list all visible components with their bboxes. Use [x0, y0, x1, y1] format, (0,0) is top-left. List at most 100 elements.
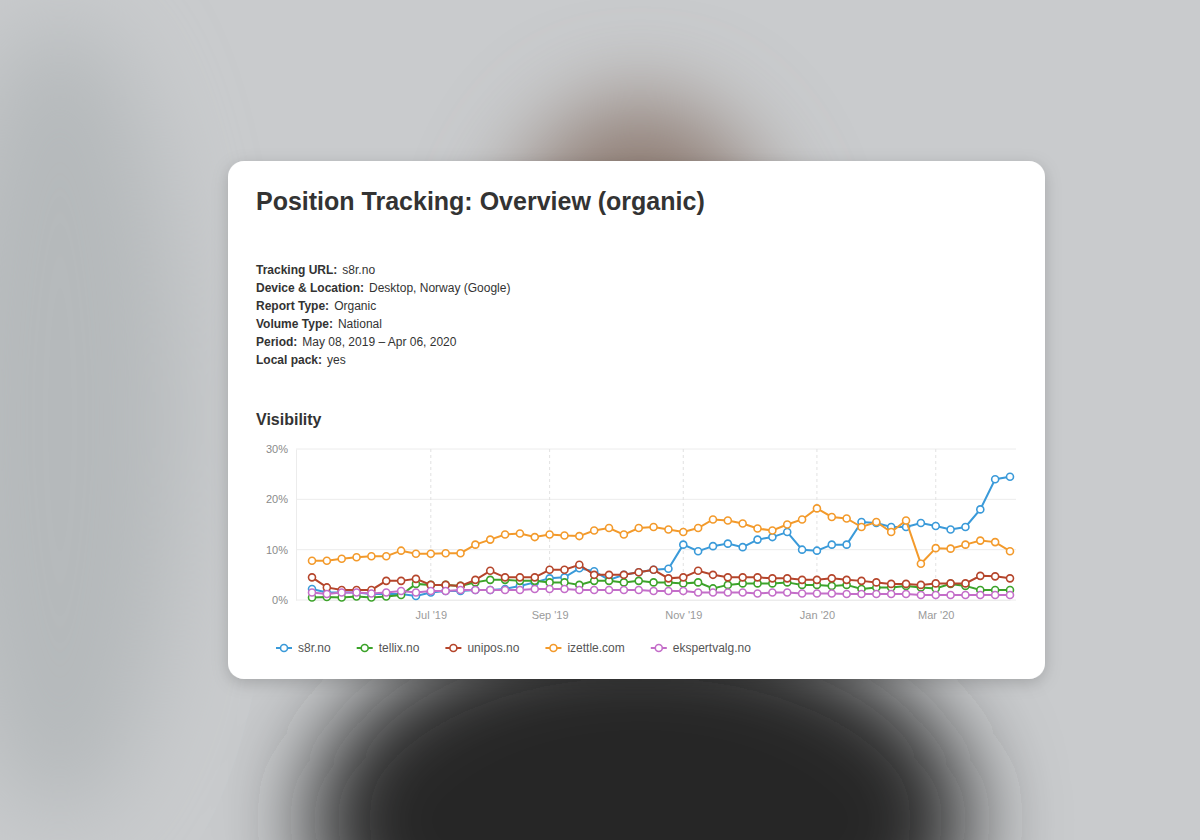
y-axis: 0% 10% 20% 30%	[266, 443, 297, 606]
data-point	[843, 541, 850, 548]
legend-item: unipos.no	[445, 641, 519, 655]
data-point	[799, 546, 806, 553]
data-point	[932, 545, 939, 552]
data-point	[338, 555, 345, 562]
data-point	[813, 576, 820, 583]
tick: 30%	[266, 443, 296, 455]
data-point	[947, 580, 954, 587]
tick: 20%	[266, 493, 296, 505]
data-point	[858, 524, 865, 531]
data-point	[650, 524, 657, 531]
data-point	[368, 553, 375, 560]
legend-swatch	[550, 645, 557, 652]
meta-line: Volume Type:National	[256, 317, 382, 331]
data-point	[650, 566, 657, 573]
data-point	[487, 536, 494, 543]
data-point	[903, 580, 910, 587]
data-point	[784, 521, 791, 528]
data-point	[665, 565, 672, 572]
data-point	[724, 574, 731, 581]
data-point	[754, 525, 761, 532]
legend-item: s8r.no	[276, 641, 331, 655]
data-point	[917, 581, 924, 588]
meta-value: National	[338, 317, 382, 331]
data-point	[309, 574, 316, 581]
data-point	[754, 590, 761, 597]
data-point	[858, 577, 865, 584]
data-point	[620, 571, 627, 578]
data-point	[977, 591, 984, 598]
data-point	[724, 589, 731, 596]
data-point	[992, 573, 999, 580]
data-point	[977, 506, 984, 513]
data-point	[903, 590, 910, 597]
series	[309, 505, 1014, 567]
data-point	[724, 517, 731, 524]
data-point	[606, 525, 613, 532]
data-point	[650, 566, 657, 573]
data-point	[323, 557, 330, 564]
data-point	[427, 587, 434, 594]
data-point	[516, 574, 523, 581]
data-point	[784, 589, 791, 596]
legend-label: tellix.no	[379, 641, 420, 655]
data-point	[353, 554, 360, 561]
data-point	[620, 531, 627, 538]
data-point	[546, 585, 553, 592]
tick: 0%	[272, 594, 296, 606]
data-point	[873, 590, 880, 597]
data-point	[754, 536, 761, 543]
data-point	[724, 581, 731, 588]
data-point	[843, 590, 850, 597]
data-point	[635, 525, 642, 532]
data-point	[576, 533, 583, 540]
data-point	[487, 576, 494, 583]
data-point	[412, 589, 419, 596]
data-point	[903, 517, 910, 524]
data-point	[353, 589, 360, 596]
data-point	[962, 580, 969, 587]
series-line	[312, 477, 1010, 596]
data-point	[309, 589, 316, 596]
data-point	[665, 526, 672, 533]
data-point	[472, 576, 479, 583]
tick: 10%	[266, 544, 296, 556]
data-point	[487, 586, 494, 593]
data-point	[487, 567, 494, 574]
meta-label: Period:	[256, 335, 297, 349]
legend-swatch	[450, 645, 457, 652]
data-point	[769, 589, 776, 596]
data-point	[917, 519, 924, 526]
data-point	[665, 587, 672, 594]
data-point	[843, 515, 850, 522]
data-point	[1007, 473, 1014, 480]
data-point	[531, 534, 538, 541]
data-point	[353, 589, 360, 596]
data-point	[828, 575, 835, 582]
data-point	[709, 543, 716, 550]
data-point	[739, 574, 746, 581]
data-point	[620, 579, 627, 586]
data-point	[591, 571, 598, 578]
data-point	[962, 524, 969, 531]
data-point	[1007, 575, 1014, 582]
legend-item: tellix.no	[357, 641, 420, 655]
data-point	[383, 577, 390, 584]
meta-line: Local pack:yes	[256, 353, 346, 367]
tick: Sep '19	[532, 600, 569, 621]
series	[309, 473, 1014, 599]
meta-label: Local pack:	[256, 353, 322, 367]
grid-line	[430, 449, 431, 600]
data-point	[799, 590, 806, 597]
meta-value: Desktop, Norway (Google)	[369, 281, 510, 295]
data-point	[606, 586, 613, 593]
data-point	[442, 550, 449, 557]
legend-swatch	[361, 645, 368, 652]
meta-line: Report Type:Organic	[256, 299, 376, 313]
data-point	[472, 541, 479, 548]
data-point	[398, 577, 405, 584]
data-point	[873, 579, 880, 586]
data-point	[680, 574, 687, 581]
data-point	[472, 586, 479, 593]
card	[228, 161, 1045, 679]
